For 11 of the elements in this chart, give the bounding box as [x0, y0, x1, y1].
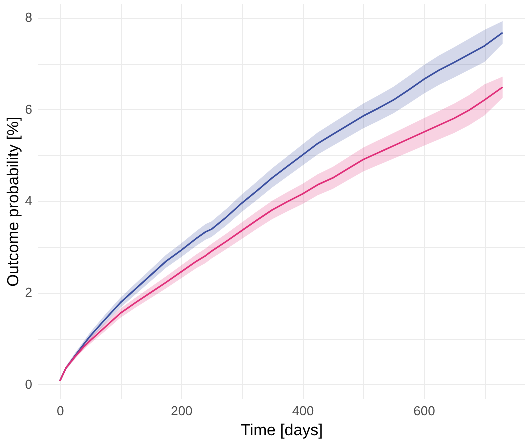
x-tick-label: 0	[57, 404, 64, 418]
x-tick-label: 600	[414, 404, 436, 418]
x-axis-title: Time [days]	[240, 422, 324, 440]
y-tick-label: 0	[25, 376, 32, 392]
y-tick-label: 6	[25, 102, 32, 117]
x-tick-label: 200	[171, 404, 193, 418]
y-tick-label: 4	[25, 194, 32, 209]
y-axis-title: Outcome probability [%]	[5, 117, 22, 287]
y-tick-label: 8	[25, 10, 32, 26]
y-tick-label: 2	[25, 285, 32, 300]
x-tick-label: 400	[292, 404, 314, 418]
